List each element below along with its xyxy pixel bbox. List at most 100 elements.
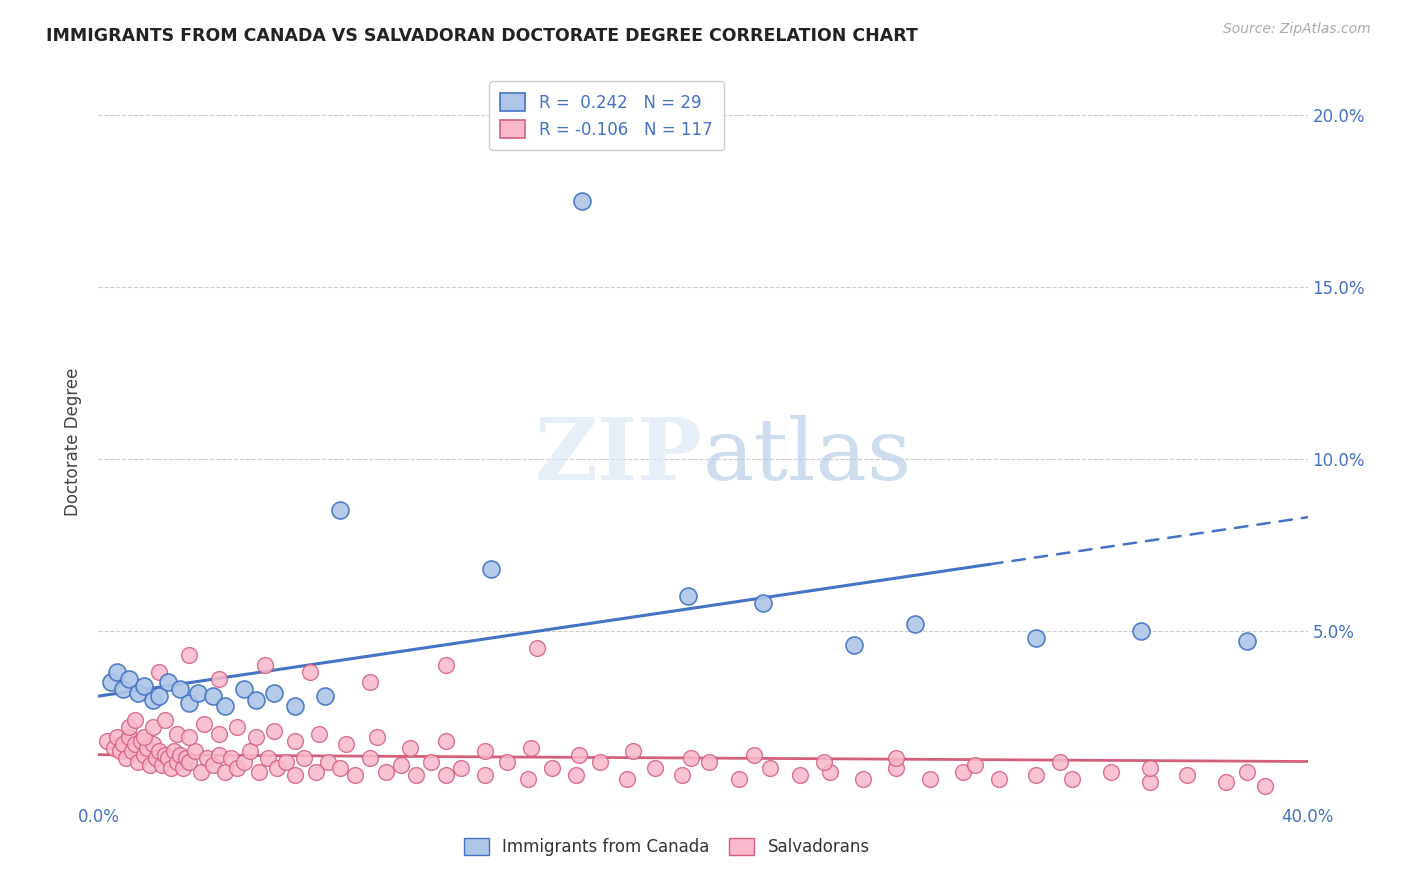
Point xyxy=(434,658,457,673)
Point xyxy=(129,734,152,748)
Point xyxy=(202,758,225,772)
Point xyxy=(132,747,155,762)
Point xyxy=(127,686,149,700)
Point xyxy=(105,731,128,745)
Point xyxy=(344,768,367,782)
Point xyxy=(952,764,974,779)
Point xyxy=(132,679,155,693)
Point xyxy=(818,764,841,779)
Point xyxy=(1049,755,1071,769)
Point xyxy=(163,744,186,758)
Point xyxy=(132,731,155,745)
Point xyxy=(852,772,875,786)
Point xyxy=(1139,761,1161,775)
Point xyxy=(139,758,162,772)
Point xyxy=(114,751,136,765)
Point xyxy=(153,713,176,727)
Point xyxy=(789,768,811,782)
Point xyxy=(886,751,908,765)
Point xyxy=(616,772,638,786)
Point xyxy=(142,737,165,751)
Point xyxy=(111,737,134,751)
Point xyxy=(179,731,201,745)
Point xyxy=(103,740,125,755)
Point xyxy=(1130,624,1153,638)
Point xyxy=(752,596,775,610)
Point xyxy=(156,751,179,765)
Point xyxy=(623,744,645,758)
Point xyxy=(202,689,225,703)
Point xyxy=(844,638,866,652)
Point xyxy=(232,682,254,697)
Point xyxy=(148,689,170,703)
Text: atlas: atlas xyxy=(703,415,912,498)
Point xyxy=(744,747,766,762)
Point xyxy=(100,675,122,690)
Point xyxy=(179,696,201,710)
Point xyxy=(156,675,179,690)
Point xyxy=(450,761,472,775)
Point xyxy=(434,768,457,782)
Point xyxy=(1024,768,1046,782)
Point xyxy=(153,747,176,762)
Point xyxy=(360,675,382,690)
Point xyxy=(589,755,612,769)
Text: Source: ZipAtlas.com: Source: ZipAtlas.com xyxy=(1223,22,1371,37)
Point xyxy=(118,731,141,745)
Point xyxy=(1215,775,1237,789)
Point xyxy=(1236,634,1258,648)
Point xyxy=(565,768,588,782)
Point xyxy=(398,740,420,755)
Point xyxy=(728,772,751,786)
Point xyxy=(571,194,593,208)
Point xyxy=(124,737,146,751)
Point xyxy=(1236,764,1258,779)
Point xyxy=(105,665,128,679)
Point xyxy=(758,761,780,775)
Point xyxy=(886,761,908,775)
Point xyxy=(1139,775,1161,789)
Point xyxy=(671,768,693,782)
Point xyxy=(179,755,201,769)
Point xyxy=(245,731,267,745)
Point xyxy=(676,590,699,604)
Point xyxy=(232,755,254,769)
Point xyxy=(247,764,270,779)
Point xyxy=(96,734,118,748)
Point xyxy=(519,740,541,755)
Point xyxy=(142,720,165,734)
Point xyxy=(274,755,297,769)
Point xyxy=(142,692,165,706)
Point xyxy=(190,764,212,779)
Point xyxy=(360,751,382,765)
Point xyxy=(226,720,249,734)
Point xyxy=(148,665,170,679)
Point xyxy=(239,744,262,758)
Point xyxy=(308,727,330,741)
Point xyxy=(1099,764,1122,779)
Point xyxy=(813,755,835,769)
Point xyxy=(965,758,987,772)
Point xyxy=(918,772,941,786)
Point xyxy=(474,744,496,758)
Point xyxy=(208,727,231,741)
Point xyxy=(174,751,197,765)
Point xyxy=(263,686,285,700)
Point xyxy=(135,740,157,755)
Point xyxy=(526,640,548,655)
Point xyxy=(284,734,307,748)
Point xyxy=(568,747,591,762)
Point xyxy=(169,747,191,762)
Point xyxy=(187,686,209,700)
Point xyxy=(1254,779,1277,793)
Point xyxy=(1024,631,1046,645)
Point xyxy=(124,713,146,727)
Point xyxy=(405,768,427,782)
Point xyxy=(145,751,167,765)
Point xyxy=(266,761,288,775)
Point xyxy=(679,751,702,765)
Point xyxy=(495,755,517,769)
Point xyxy=(166,755,188,769)
Point xyxy=(389,758,412,772)
Text: IMMIGRANTS FROM CANADA VS SALVADORAN DOCTORATE DEGREE CORRELATION CHART: IMMIGRANTS FROM CANADA VS SALVADORAN DOC… xyxy=(46,27,918,45)
